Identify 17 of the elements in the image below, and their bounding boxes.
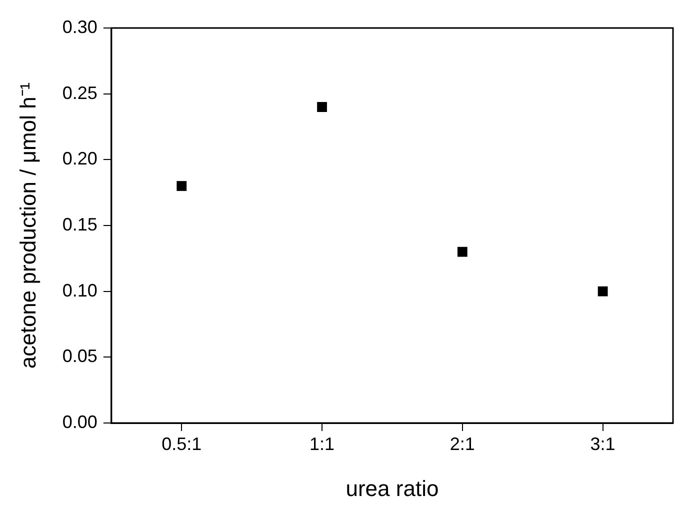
y-tick-label: 0.20 xyxy=(62,148,98,169)
x-tick-label: 3:1 xyxy=(590,434,616,454)
x-tick-label: 2:1 xyxy=(450,434,475,454)
point xyxy=(317,102,327,112)
y-tick-label: 0.00 xyxy=(62,412,98,432)
point xyxy=(457,246,468,257)
y-tick-label: 0.05 xyxy=(62,346,98,366)
point xyxy=(598,286,608,296)
x-tick-label: 1:1 xyxy=(310,434,335,454)
x-tick-label: 0.5:1 xyxy=(162,434,202,454)
y-axis-title: acetone production / μmol h⁻¹ xyxy=(15,82,40,369)
y-tick-label: 0.30 xyxy=(62,16,98,37)
y-tick-label: 0.25 xyxy=(62,82,98,103)
x-axis-title: urea ratio xyxy=(346,476,439,501)
y-tick-label: 0.15 xyxy=(62,214,98,234)
y-tick-label: 0.10 xyxy=(62,280,98,300)
point xyxy=(176,181,187,191)
